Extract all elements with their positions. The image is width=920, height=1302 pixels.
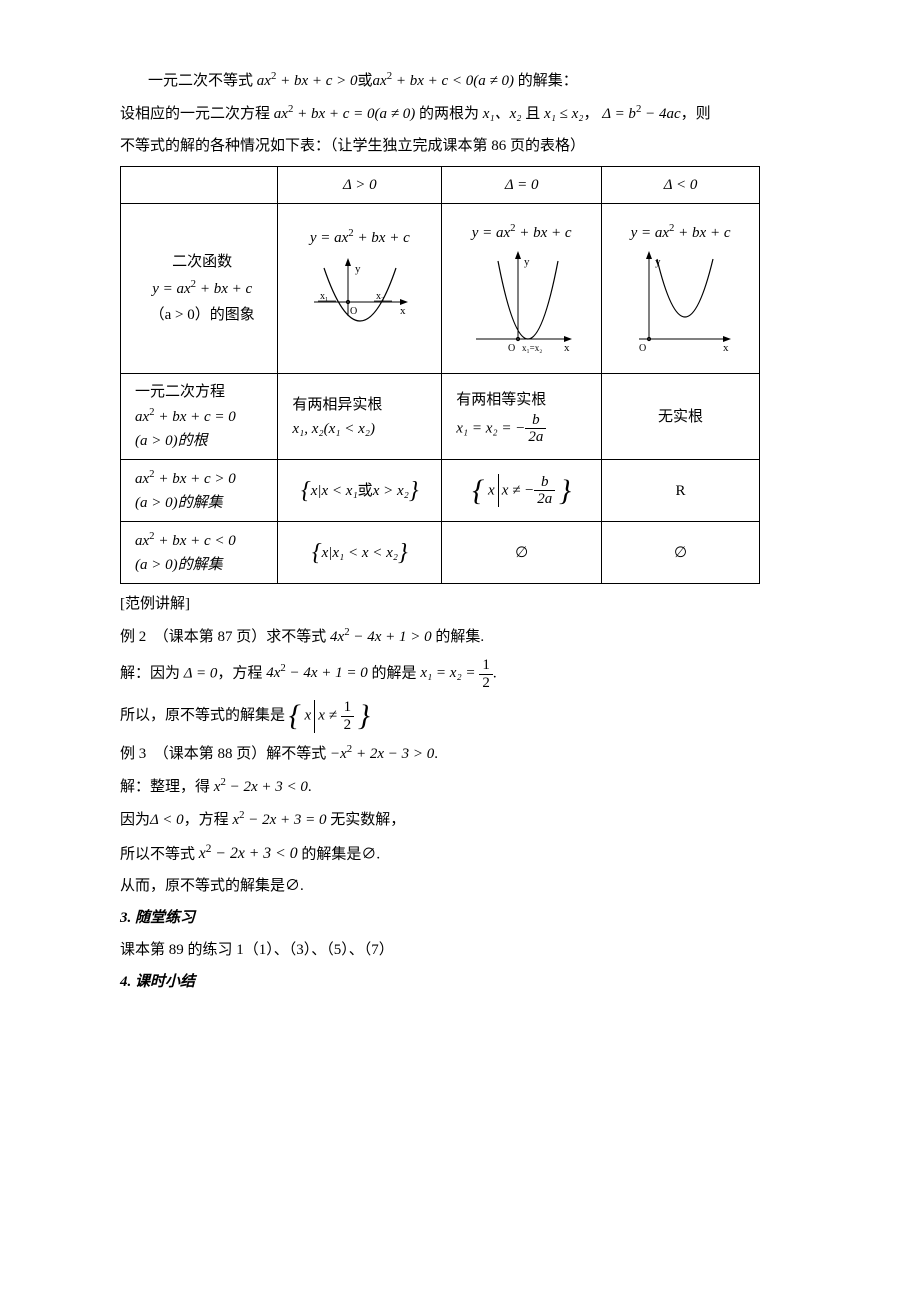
cell-label: （a > 0）的图象 [135,303,269,327]
ex2-line1: 例 2 （课本第 87 页）求不等式 4x2 − 4x + 1 > 0 的解集. [120,624,800,649]
cell-text: R [676,483,686,499]
table-row: ax2 + bx + c > 0 (a > 0)的解集 x|x < x₁或x >… [121,460,760,522]
section-3-title: 3. 随堂练习 [120,906,800,930]
cell: Δ < 0 [664,177,698,193]
cell-label: 二次函数 [135,250,269,274]
section-examples: [范例讲解] [120,592,800,616]
cell-eq: ax2 + bx + c < 0 [135,528,269,553]
svg-text:x₁: x₁ [320,291,329,302]
cell-set: xx ≠ −b2a [472,474,571,508]
cell-eq: y = ax2 + bx + c [135,276,269,301]
parabola-one-root-graph: y x O x₁=x₂ [450,249,593,359]
cell-text: ∅ [515,545,528,561]
cell: Δ = 0 [505,177,539,193]
intro-line3: 不等式的解的各种情况如下表：（让学生独立完成课本第 86 页的表格） [120,134,800,158]
cell-eq: y = ax2 + bx + c [610,220,751,245]
svg-text:y: y [355,263,361,275]
eq: ax2 + bx + c > 0 [257,73,358,89]
solution-table: Δ > 0 Δ = 0 Δ < 0 二次函数 y = ax2 + bx + c … [120,166,760,584]
cell-text: ∅ [674,545,687,561]
table-row: 一元二次方程 ax2 + bx + c = 0 (a > 0)的根 有两相异实根… [121,374,760,460]
ex3-line1: 例 3 （课本第 88 页）解不等式 −x2 + 2x − 3 > 0. [120,741,800,766]
section-4-title: 4. 课时小结 [120,970,800,994]
cell-eq: y = ax2 + bx + c [286,225,433,250]
cell-eq: ax2 + bx + c = 0 [135,404,269,429]
svg-text:O: O [508,343,515,354]
svg-text:y: y [655,256,661,268]
svg-text:x₂: x₂ [376,291,385,302]
parabola-no-root-graph: y x O [610,249,751,359]
ex3-line2: 解：整理，得 x2 − 2x + 3 < 0. [120,774,800,799]
cell-label: 一元二次方程 [135,380,269,404]
ex2-line2: 解：因为 Δ = 0，方程 4x2 − 4x + 1 = 0 的解是 x₁ = … [120,657,800,691]
ex3-line4: 所以不等式 x2 − 2x + 3 < 0 的解集是∅. [120,840,800,866]
ex3-line5: 从而，原不等式的解集是∅. [120,874,800,898]
intro-line2: 设相应的一元二次方程 ax2 + bx + c = 0(a ≠ 0) 的两根为 … [120,101,800,126]
svg-text:x₁=x₂: x₁=x₂ [522,343,542,353]
svg-text:O: O [350,306,357,317]
table-row: Δ > 0 Δ = 0 Δ < 0 [121,167,760,204]
cell-eq: x₁ = x₂ = −b2a [456,412,593,446]
ex3-line3: 因为Δ < 0，方程 x2 − 2x + 3 = 0 无实数解， [120,807,800,832]
parabola-two-roots-graph: y x x₁ x₂ O [286,254,433,354]
cell-label: (a > 0)的解集 [135,553,269,577]
table-row: 二次函数 y = ax2 + bx + c （a > 0）的图象 y = ax2… [121,204,760,374]
eq: ax2 + bx + c < 0(a ≠ 0) [373,73,514,89]
section-3-body: 课本第 89 的练习 1（1）、（3）、（5）、（7） [120,938,800,962]
cell-label: (a > 0)的根 [135,429,269,453]
cell-eq: y = ax2 + bx + c [450,220,593,245]
cell-eq: x₁, x₂(x₁ < x₂) [292,417,433,441]
cell-text: 有两相等实根 [456,388,593,412]
cell-eq: ax2 + bx + c > 0 [135,466,269,491]
svg-text:x: x [723,342,729,354]
text: 的解集： [518,73,578,89]
table-row: ax2 + bx + c < 0 (a > 0)的解集 x|x₁ < x < x… [121,522,760,584]
cell-label: (a > 0)的解集 [135,491,269,515]
cell-set: x|x₁ < x < x₂ [312,541,408,565]
cell: Δ > 0 [343,177,377,193]
intro-line1: 一元二次不等式 ax2 + bx + c > 0或ax2 + bx + c < … [148,68,800,93]
svg-text:O: O [639,343,646,354]
svg-text:y: y [524,256,530,268]
cell-set: x|x < x₁或x > x₂ [301,479,418,503]
svg-text:x: x [564,342,570,354]
text: 一元二次不等式 [148,73,253,89]
ex2-line3: 所以，原不等式的解集是 xx ≠ 12 [120,699,800,733]
cell-text: 有两相异实根 [292,393,433,417]
cell-text: 无实根 [658,409,703,425]
svg-text:x: x [400,305,406,317]
